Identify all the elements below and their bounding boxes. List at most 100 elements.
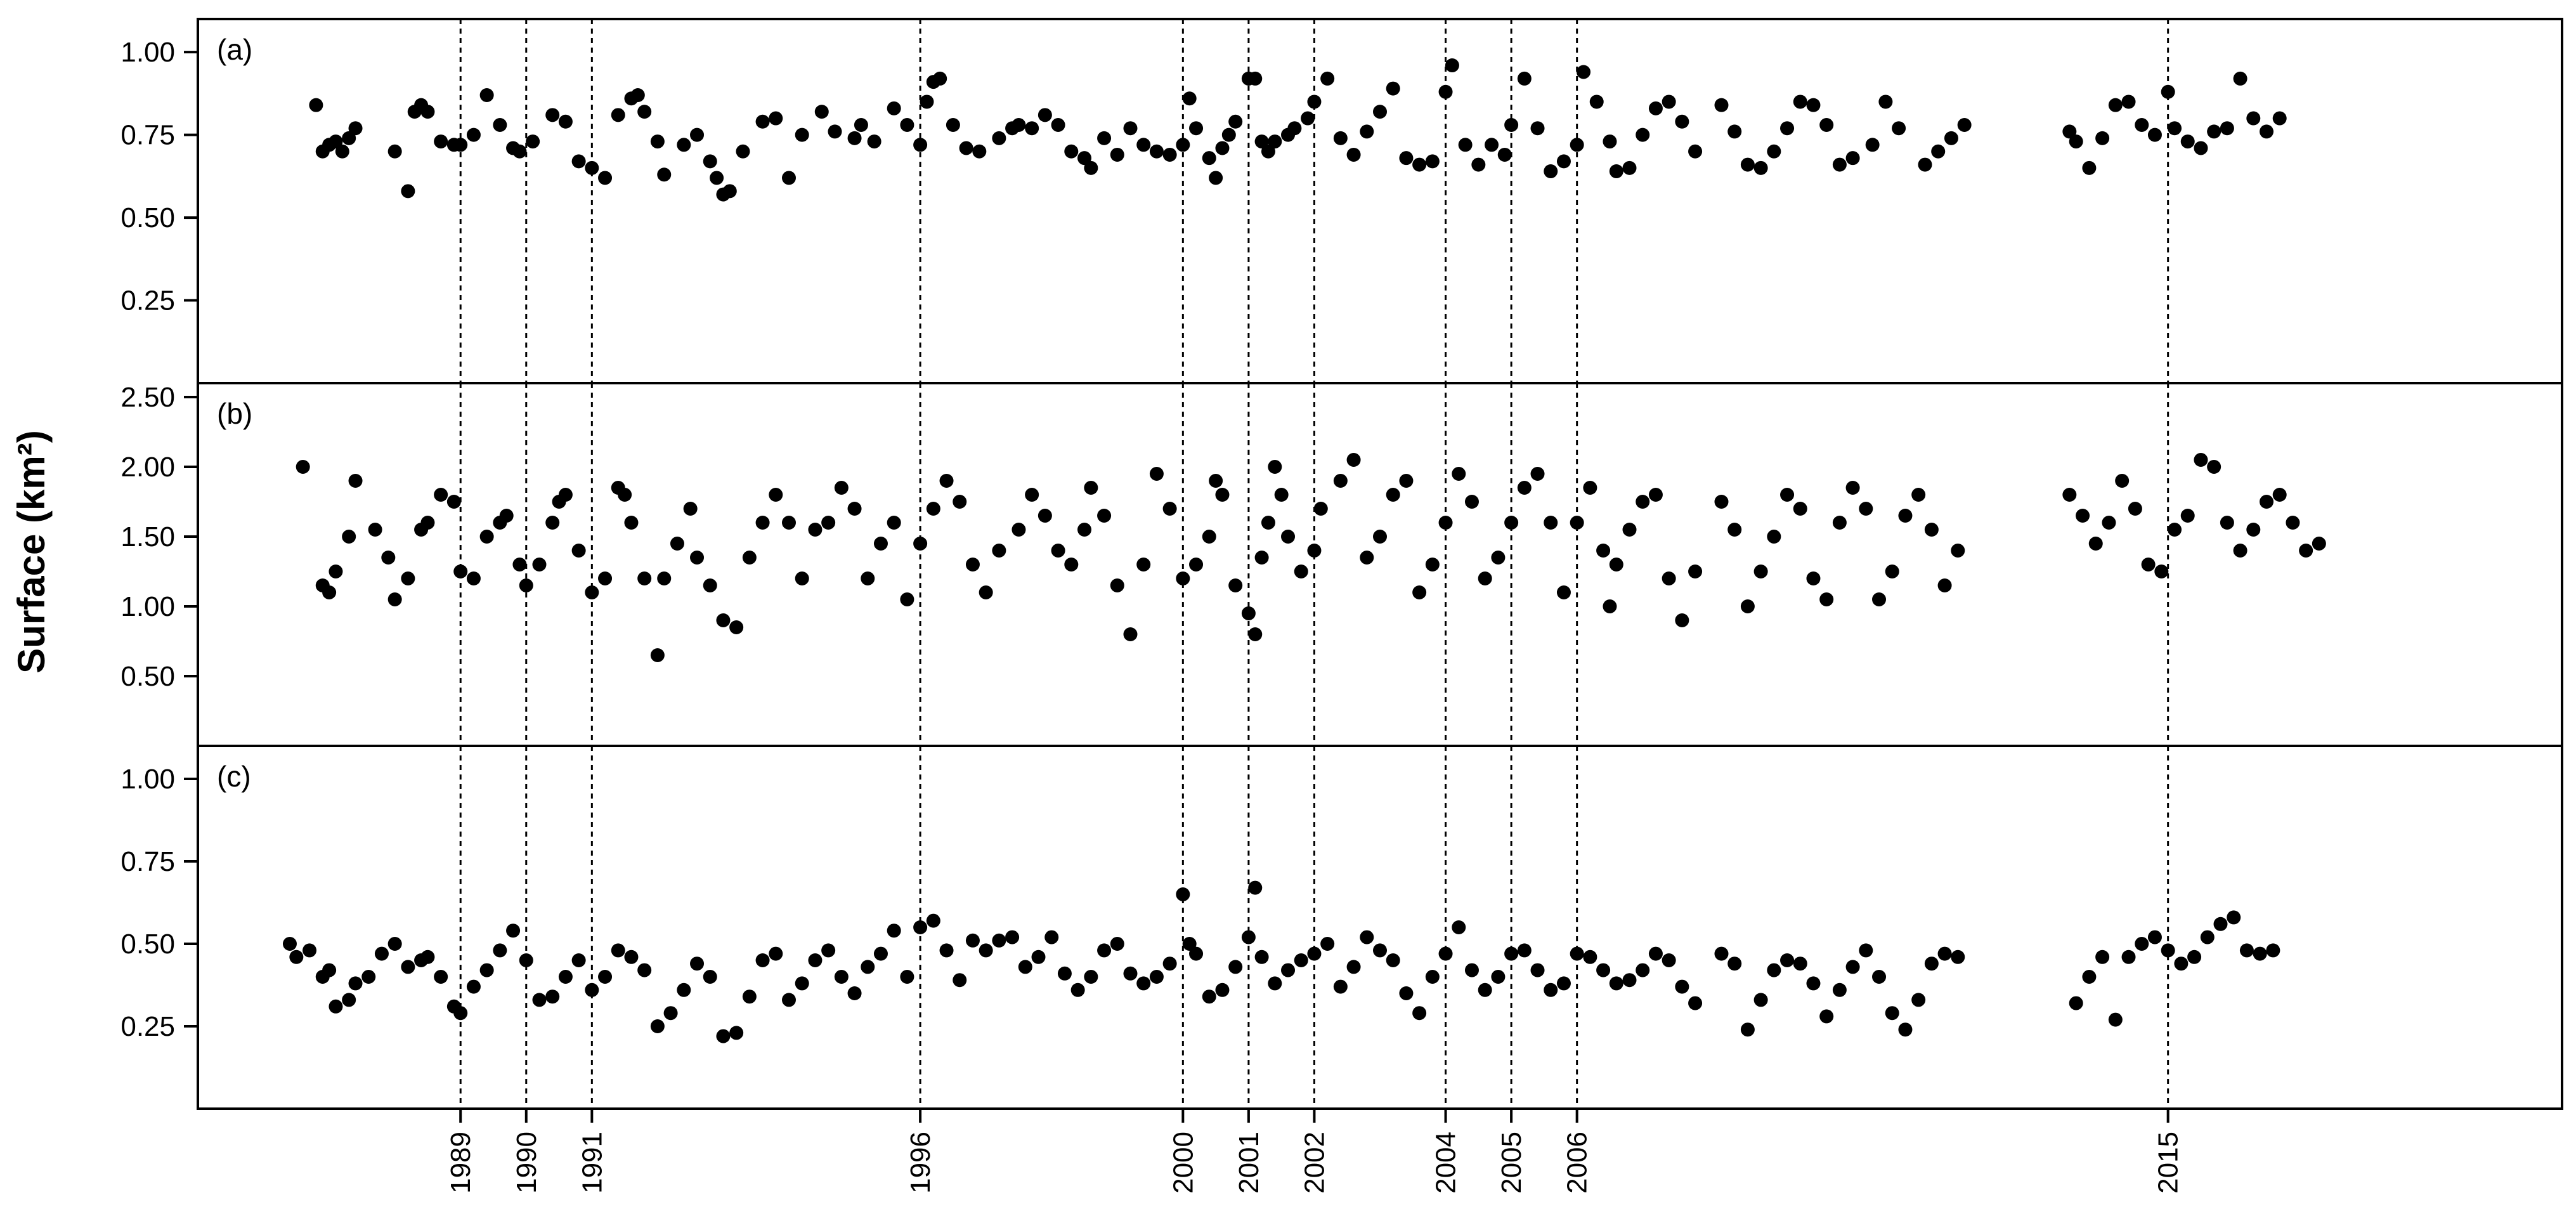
data-point (637, 105, 652, 119)
data-point (1070, 983, 1085, 997)
data-point (1504, 516, 1519, 530)
data-point (512, 558, 527, 571)
data-point (965, 933, 980, 948)
data-point (526, 134, 540, 149)
data-point (926, 913, 940, 928)
data-point (499, 509, 514, 523)
data-point (873, 946, 888, 961)
data-point (1110, 147, 1124, 162)
data-point (1951, 950, 1965, 964)
data-point (624, 950, 639, 964)
data-point (1780, 953, 1795, 967)
data-point (1767, 530, 1781, 544)
data-point (309, 98, 323, 112)
data-point (1845, 481, 1860, 495)
data-point (1373, 530, 1387, 544)
data-point (1320, 71, 1335, 86)
data-point (2154, 565, 2169, 578)
data-point (867, 134, 881, 149)
data-point (630, 88, 645, 103)
data-point (650, 648, 665, 662)
data-point (479, 530, 494, 544)
data-point (769, 488, 783, 502)
data-point (1753, 160, 1768, 175)
data-point (1386, 81, 1400, 96)
data-point (545, 108, 560, 122)
data-point (1412, 585, 1427, 599)
data-point (1123, 121, 1138, 136)
data-point (939, 943, 954, 958)
data-point (913, 138, 928, 152)
data-point (348, 121, 363, 136)
data-point (1189, 121, 1204, 136)
data-point (742, 551, 757, 565)
data-point (420, 950, 435, 964)
data-point (1753, 993, 1768, 1007)
data-point (1333, 474, 1348, 488)
data-point (1648, 488, 1663, 502)
data-point (1957, 117, 1972, 132)
data-point (545, 989, 560, 1004)
data-point (1662, 953, 1676, 967)
data-point (1609, 164, 1623, 179)
data-point (506, 924, 521, 938)
data-point (1951, 544, 1965, 558)
data-point (1819, 592, 1834, 606)
data-point (1281, 530, 1296, 544)
data-point (1688, 996, 1703, 1010)
data-point (1556, 154, 1571, 169)
data-point (1892, 121, 1906, 136)
data-point (1911, 488, 1926, 502)
data-point (1872, 592, 1887, 606)
data-point (1031, 950, 1046, 964)
data-point (1675, 114, 1689, 129)
data-point (1931, 144, 1946, 159)
data-point (329, 134, 343, 149)
data-point (1478, 571, 1492, 585)
data-point (420, 105, 435, 119)
data-point (1530, 963, 1545, 977)
data-point (2299, 544, 2313, 558)
data-point (1714, 98, 1729, 112)
data-point (1189, 946, 1204, 961)
data-point (1622, 523, 1637, 537)
data-point (618, 488, 632, 502)
data-point (1662, 95, 1676, 109)
data-point (1248, 71, 1263, 86)
data-point (1570, 138, 1584, 152)
data-point (2135, 937, 2149, 951)
data-point (873, 537, 888, 551)
data-point (329, 999, 343, 1014)
data-point (1425, 558, 1440, 571)
data-point (1517, 71, 1532, 86)
panel-frame (197, 745, 2563, 1110)
data-point (598, 171, 613, 185)
data-point (959, 141, 973, 155)
data-point (847, 986, 862, 1000)
data-point (611, 943, 625, 958)
data-point (1110, 578, 1124, 592)
data-point (650, 1019, 665, 1033)
data-point (2115, 474, 2130, 488)
data-point (2207, 124, 2221, 139)
data-point (1609, 976, 1623, 991)
data-point (1038, 509, 1052, 523)
data-point (2200, 930, 2215, 944)
data-point (1360, 930, 1374, 944)
data-point (1386, 488, 1400, 502)
x-tick-label: 2004 (1431, 1132, 1462, 1194)
data-point (1937, 946, 1952, 961)
data-point (1123, 966, 1138, 981)
data-point (1268, 134, 1282, 149)
data-point (1254, 950, 1269, 964)
data-point (716, 1029, 731, 1043)
data-point (1360, 124, 1374, 139)
data-point (453, 1006, 468, 1021)
data-point (1025, 121, 1039, 136)
data-point (972, 144, 987, 159)
data-point (1346, 453, 1361, 467)
x-tick-label: 2005 (1496, 1132, 1527, 1194)
data-point (1845, 960, 1860, 974)
data-point (1727, 957, 1742, 971)
data-point (1918, 157, 1932, 172)
